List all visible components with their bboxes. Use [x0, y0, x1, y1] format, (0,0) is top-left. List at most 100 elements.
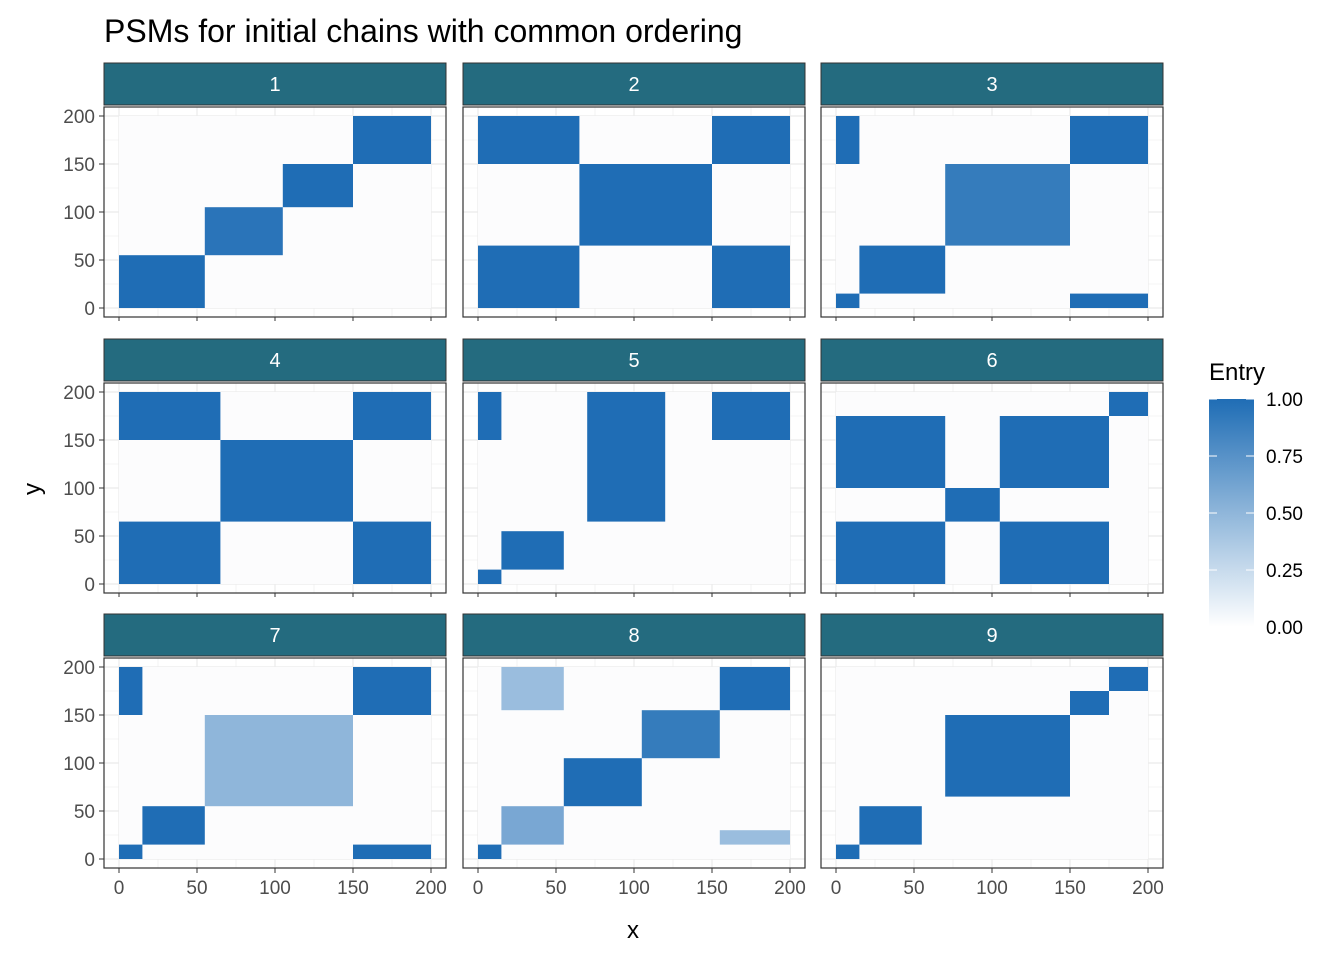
x-tick-label: 200: [774, 878, 806, 899]
heatmap-block: [119, 667, 143, 715]
facet-panel-2: 2: [462, 62, 806, 321]
x-tick-label: 200: [415, 878, 447, 899]
heatmap-block: [836, 844, 860, 859]
heatmap-block: [1070, 116, 1148, 164]
facet-strip-label: 7: [269, 625, 280, 647]
facet-panel-8: 8 0 50 100 150 200: [462, 613, 806, 899]
heatmap-block: [587, 392, 666, 522]
facet-strip: [103, 62, 447, 106]
heatmap-block: [353, 392, 431, 440]
heatmap-block: [1109, 667, 1148, 691]
facet-strip: [103, 338, 447, 382]
facet-strip-label: 2: [628, 74, 639, 96]
y-tick-label: 100: [63, 754, 95, 775]
legend-tick-label: 1.00: [1266, 390, 1303, 411]
y-tick-label: 100: [63, 203, 95, 224]
y-tick-label: 150: [63, 431, 95, 452]
y-tick-label: 50: [74, 251, 95, 272]
facet-strip: [820, 613, 1164, 657]
heatmap-block: [501, 531, 564, 570]
facet-strip-label: 8: [628, 625, 639, 647]
heatmap-block: [836, 116, 860, 164]
legend-tick-label: 0.00: [1266, 618, 1303, 639]
facet-panel-7: 7 0 50 100 150 200 0 50 100 150 200: [63, 613, 447, 899]
heatmap-block: [204, 715, 353, 807]
x-tick-label: 100: [259, 878, 291, 899]
heatmap-block: [119, 392, 221, 440]
facet-panel-1: 1 0 50 100 150 200: [63, 62, 447, 321]
y-tick-label: 150: [63, 155, 95, 176]
y-tick-label: 150: [63, 706, 95, 727]
y-tick-label: 200: [63, 383, 95, 404]
facet-strip-label: 4: [269, 350, 280, 372]
legend: Entry 0.00 0.25 0.50 0.75 1.00: [1209, 359, 1303, 639]
heatmap-block: [501, 667, 564, 711]
heatmap-block: [859, 806, 922, 845]
heatmap-block: [478, 569, 502, 584]
facet-strip-label: 3: [986, 74, 997, 96]
heatmap-block: [1109, 392, 1148, 416]
x-tick-label: 100: [618, 878, 650, 899]
legend-tick-label: 0.75: [1266, 447, 1303, 468]
heatmap-block: [945, 715, 1070, 797]
x-tick-label: 50: [903, 878, 924, 899]
heatmap-block: [353, 667, 431, 715]
heatmap-block: [478, 116, 580, 164]
heatmap-block: [999, 416, 1109, 488]
heatmap-block: [353, 521, 431, 584]
y-tick-label: 0: [84, 850, 95, 871]
legend-title: Entry: [1209, 359, 1265, 386]
x-tick-label: 50: [186, 878, 207, 899]
x-tick-label: 150: [337, 878, 369, 899]
facet-strip-label: 1: [269, 74, 280, 96]
x-tick-label: 0: [473, 878, 484, 899]
panels-layer: 1 0 50 100 150 200 2 3 4 0 50 100 150 200 5 6 7 0 50 100 150…: [63, 62, 1164, 899]
y-tick-label: 200: [63, 658, 95, 679]
heatmap-block: [119, 844, 143, 859]
facet-strip: [820, 338, 1164, 382]
heatmap-block: [353, 116, 431, 164]
heatmap-block: [282, 164, 353, 208]
facet-panel-6: 6: [820, 338, 1164, 597]
heatmap-block: [719, 667, 790, 711]
y-tick-label: 200: [63, 107, 95, 128]
heatmap-block: [712, 392, 790, 440]
heatmap-block: [563, 758, 642, 807]
y-tick-label: 50: [74, 527, 95, 548]
heatmap-block: [478, 844, 502, 859]
heatmap-block: [945, 488, 1000, 522]
heatmap-block: [353, 844, 431, 859]
heatmap-block: [859, 245, 946, 294]
x-tick-label: 0: [831, 878, 842, 899]
facet-panel-3: 3: [820, 62, 1164, 321]
facet-strip-label: 5: [628, 350, 639, 372]
facet-panel-9: 9 0 50 100 150 200: [820, 613, 1164, 899]
facet-strip: [462, 62, 806, 106]
facet-strip-label: 9: [986, 625, 997, 647]
heatmap-block: [478, 392, 502, 440]
heatmap-block: [220, 440, 353, 522]
heatmap-block: [501, 806, 564, 845]
heatmap-block: [945, 164, 1070, 246]
facet-strip: [462, 338, 806, 382]
heatmap-block: [712, 245, 790, 308]
heatmap-block: [142, 806, 205, 845]
heatmap-block: [999, 521, 1109, 584]
x-axis-title: x: [627, 917, 639, 944]
heatmap-block: [579, 164, 712, 246]
heatmap-block: [836, 521, 946, 584]
x-tick-label: 0: [114, 878, 125, 899]
facet-strip-label: 6: [986, 350, 997, 372]
chart-title: PSMs for initial chains with common orde…: [104, 13, 742, 49]
legend-tick-label: 0.25: [1266, 561, 1303, 582]
heatmap-block: [641, 710, 720, 759]
y-tick-label: 50: [74, 802, 95, 823]
heatmap-block: [119, 255, 205, 308]
heatmap-block: [836, 293, 860, 308]
heatmap-block: [1070, 691, 1109, 715]
heatmap-block: [712, 116, 790, 164]
heatmap-block: [478, 245, 580, 308]
y-tick-label: 0: [84, 575, 95, 596]
facet-strip: [462, 613, 806, 657]
